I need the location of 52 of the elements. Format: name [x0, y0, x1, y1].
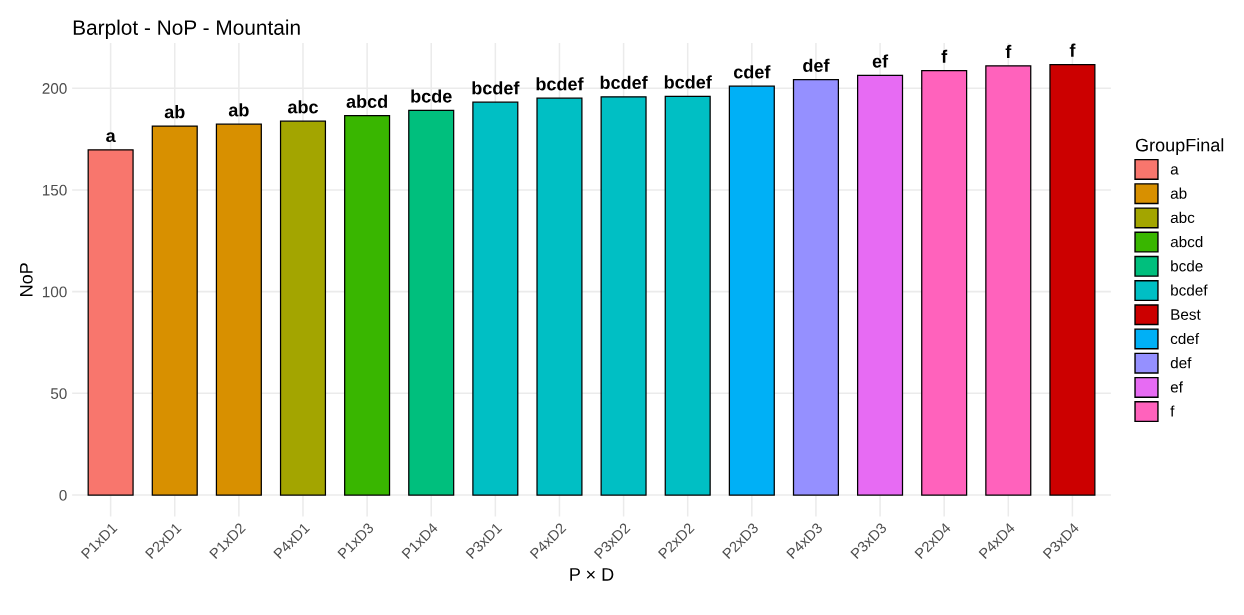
legend-label: abcd	[1170, 236, 1203, 248]
data-label: f	[1005, 44, 1012, 58]
y-tick-label: 50	[50, 388, 67, 400]
data-label: bcdef	[472, 81, 520, 95]
legend-label: abc	[1170, 211, 1195, 224]
bar	[536, 97, 583, 496]
legend-label: Best	[1171, 309, 1201, 320]
data-label: bcde	[411, 89, 452, 103]
y-tick-label: 0	[59, 489, 67, 501]
chart-title: Barplot - NoP - Mountain	[73, 19, 300, 40]
data-label: bcdef	[536, 77, 584, 91]
data-label: ab	[228, 103, 249, 117]
bar	[600, 96, 647, 496]
y-tick-label: 100	[42, 286, 67, 298]
data-label: bcdef	[664, 75, 712, 89]
bar	[279, 120, 327, 496]
bar	[856, 74, 904, 496]
legend-label: ef	[1170, 381, 1183, 393]
bar	[1049, 63, 1096, 496]
y-tick-label: 150	[42, 184, 67, 196]
bar	[472, 101, 519, 496]
data-label: ab	[164, 105, 185, 119]
legend-title: GroupFinal	[1135, 138, 1224, 156]
bar	[344, 115, 391, 496]
bar	[792, 79, 840, 496]
x-axis-title: P × D	[570, 568, 614, 581]
legend-label: def	[1170, 357, 1192, 369]
legend-label: a	[1170, 166, 1179, 175]
data-label: ef	[872, 54, 889, 68]
y-tick-label: 200	[42, 83, 67, 94]
bar	[664, 95, 711, 496]
y-axis-title: NoP	[20, 263, 33, 296]
data-label: cdef	[733, 65, 771, 79]
data-label: abcd	[346, 94, 387, 108]
data-label: bcdef	[600, 75, 648, 90]
data-label: f	[941, 49, 948, 63]
data-label: def	[803, 58, 830, 72]
legend-label: cdef	[1170, 332, 1200, 345]
bar	[728, 85, 775, 496]
legend-label: bcdef	[1171, 284, 1208, 296]
bar	[215, 123, 262, 496]
data-label: a	[106, 132, 116, 143]
legend-label: bcde	[1171, 260, 1203, 272]
legend-label: f	[1170, 405, 1175, 417]
data-label: f	[1069, 43, 1076, 57]
bar	[151, 125, 198, 496]
legend-label: ab	[1170, 187, 1187, 199]
bar	[408, 109, 455, 496]
bar	[921, 70, 968, 496]
data-label: abc	[287, 100, 319, 114]
bar	[87, 149, 134, 496]
bar	[985, 65, 1032, 496]
